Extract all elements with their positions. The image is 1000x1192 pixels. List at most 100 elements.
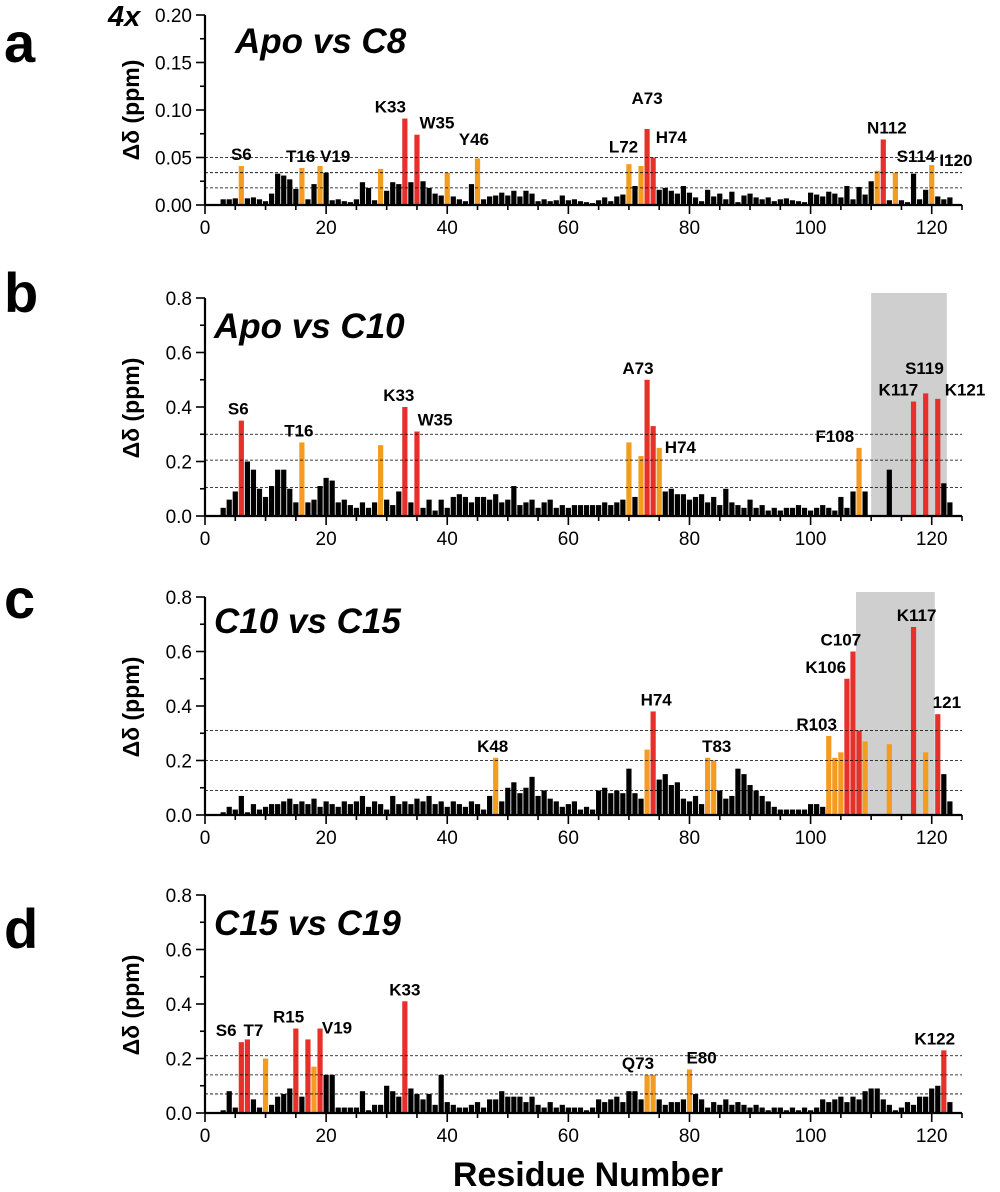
panel-b-bar-residue-49 <box>499 502 505 516</box>
panel-b-y-tick-label-0: 0.0 <box>166 507 192 528</box>
panel-d-bar-residue-22 <box>335 1107 341 1113</box>
panel-a-x-tick-label-0: 0 <box>200 218 211 239</box>
panel-b-bar-residue-105 <box>838 496 844 516</box>
panel-d-bar-residue-15 <box>293 1028 299 1113</box>
panel-c-x-tick-label-0: 0 <box>200 828 211 849</box>
panel-d-bar-residue-26 <box>359 1091 366 1113</box>
panel-b-bar-residue-72 <box>638 456 644 516</box>
panel-c-bar-residue-56 <box>541 790 547 815</box>
panel-a-bar-residue-118 <box>917 199 923 205</box>
panel-a-bar-residue-28 <box>371 200 378 205</box>
panel-b-bar-residue-48 <box>493 494 499 516</box>
panel-c-bar-residue-55 <box>535 795 541 815</box>
panel-a-bar-residue-56 <box>541 199 547 205</box>
panel-c-bar-residue-87 <box>729 795 735 815</box>
panel-a-bar-residue-21 <box>329 200 335 205</box>
panel-a-bar-residue-23 <box>341 201 347 205</box>
panel-c-bar-residue-122 <box>941 774 947 815</box>
panel-d-bar-residue-12 <box>275 1096 281 1113</box>
panel-c-bar-residue-50 <box>505 787 511 815</box>
panel-d-bar-residue-61 <box>571 1107 578 1113</box>
panel-d-bar-residue-18 <box>311 1066 317 1113</box>
panel-c-x-tick-label-80: 80 <box>679 828 700 849</box>
panel-a-bar-residue-27 <box>365 187 372 205</box>
panel-c-bar-residue-44 <box>468 801 475 815</box>
panel-d-bar-residue-17 <box>305 1039 311 1113</box>
panel-d-annotation-s6: S6 <box>216 1021 237 1040</box>
panel-a-bar-residue-117 <box>910 173 917 205</box>
panel-b-annotation-a73: A73 <box>622 359 653 378</box>
panel-b-x-tick-label-20: 20 <box>316 529 337 550</box>
panel-d-bar-residue-35 <box>414 1093 420 1113</box>
panel-a-bar-residue-108 <box>856 186 862 205</box>
panel-d-bar-residue-3 <box>220 1110 226 1113</box>
panel-c-bar-residue-48 <box>493 757 499 815</box>
panel-d-bar-residue-92 <box>759 1107 765 1113</box>
panel-b-bar-residue-38 <box>432 510 438 516</box>
panel-d-bar-residue-86 <box>723 1099 729 1113</box>
panel-a-annotation-h74: H74 <box>656 128 688 147</box>
panel-d-bar-residue-66 <box>602 1102 608 1113</box>
panel-a-annotation-t16: T16 <box>286 147 315 166</box>
panel-c-bar-residue-86 <box>723 798 729 815</box>
panel-c-x-tick-label-20: 20 <box>316 828 337 849</box>
panel-c-y-axis-title: Δδ (ppm) <box>118 657 144 758</box>
panel-b-bar-residue-79 <box>680 494 687 516</box>
panel-c-bar-residue-9 <box>256 809 263 815</box>
panel-b-bar-residue-14 <box>287 488 293 516</box>
panel-a-bar-residue-29 <box>378 168 384 205</box>
panel-a-bar-residue-86 <box>723 199 729 205</box>
panel-a-bar-residue-121 <box>935 196 941 205</box>
panel-d-bar-residue-93 <box>765 1110 771 1113</box>
panel-b-bar-residue-20 <box>323 477 329 516</box>
panel-a-x-tick-label-20: 20 <box>316 218 337 239</box>
panel-c-bar-residue-68 <box>614 790 620 815</box>
panel-b-bar-residue-66 <box>602 502 608 516</box>
panel-d-bar-residue-80 <box>686 1069 693 1113</box>
panel-a-bar-residue-83 <box>705 189 711 205</box>
panel-c-bar-residue-30 <box>384 809 390 815</box>
panel-c-bar-residue-76 <box>662 774 668 815</box>
panel-d-x-tick-label-0: 0 <box>200 1126 211 1147</box>
panel-d-bar-residue-106 <box>844 1102 850 1113</box>
panel-b-annotation-k33: K33 <box>383 386 414 405</box>
panel-d-bar-residue-118 <box>917 1096 923 1113</box>
panel-b-bar-residue-5 <box>232 491 238 516</box>
panel-a-bar-residue-33 <box>402 118 408 205</box>
panel-c-bar-residue-84 <box>711 760 717 815</box>
panel-a-bar-residue-79 <box>680 186 687 205</box>
panel-c-bar-residue-22 <box>335 806 341 815</box>
panel-b-bar-residue-54 <box>529 499 535 516</box>
panel-b-bar-residue-42 <box>456 494 462 516</box>
panel-d-bar-residue-19 <box>317 1028 323 1113</box>
panel-c-bar-residue-37 <box>426 795 432 815</box>
panel-c-annotation-k117: K117 <box>897 606 937 625</box>
panel-a-bar-residue-69 <box>620 194 626 205</box>
panel-b-bar-residue-67 <box>608 505 614 516</box>
panel-d-bar-residue-45 <box>474 1102 481 1113</box>
panel-b-bar-residue-9 <box>256 488 263 516</box>
panel-a-y-axis-title: Δδ (ppm) <box>118 60 144 161</box>
panel-d-bar-residue-29 <box>378 1104 384 1113</box>
panel-c-x-tick-label-60: 60 <box>558 828 579 849</box>
panel-a-bar-residue-44 <box>468 184 475 205</box>
panel-a-bar-residue-8 <box>250 197 257 205</box>
panel-d-annotation-e80: E80 <box>686 1048 716 1067</box>
panel-b-bar-residue-60 <box>565 507 571 516</box>
panel-a-bar-residue-88 <box>735 202 741 205</box>
panel-a-bar-residue-71 <box>632 186 638 205</box>
panel-c-bar-residue-15 <box>293 804 299 815</box>
panel-b-bar-residue-13 <box>281 469 287 516</box>
panel-d-bar-residue-33 <box>402 1001 408 1113</box>
panel-c-bar-residue-57 <box>547 798 553 815</box>
panel-c-bar-residue-64 <box>589 809 596 815</box>
panel-d-bar-residue-119 <box>923 1096 929 1113</box>
panel-b-bar-residue-19 <box>317 486 323 516</box>
panel-a-bar-residue-58 <box>553 200 559 205</box>
panel-c-bar-residue-38 <box>432 804 438 815</box>
panel-d-bar-residue-112 <box>880 1099 886 1113</box>
panel-d-bar-residue-83 <box>705 1107 711 1113</box>
panel-a-bar-residue-4 <box>226 199 232 205</box>
panel-a-annotation-a73: A73 <box>631 89 662 108</box>
panel-a-bar-residue-100 <box>807 192 814 205</box>
